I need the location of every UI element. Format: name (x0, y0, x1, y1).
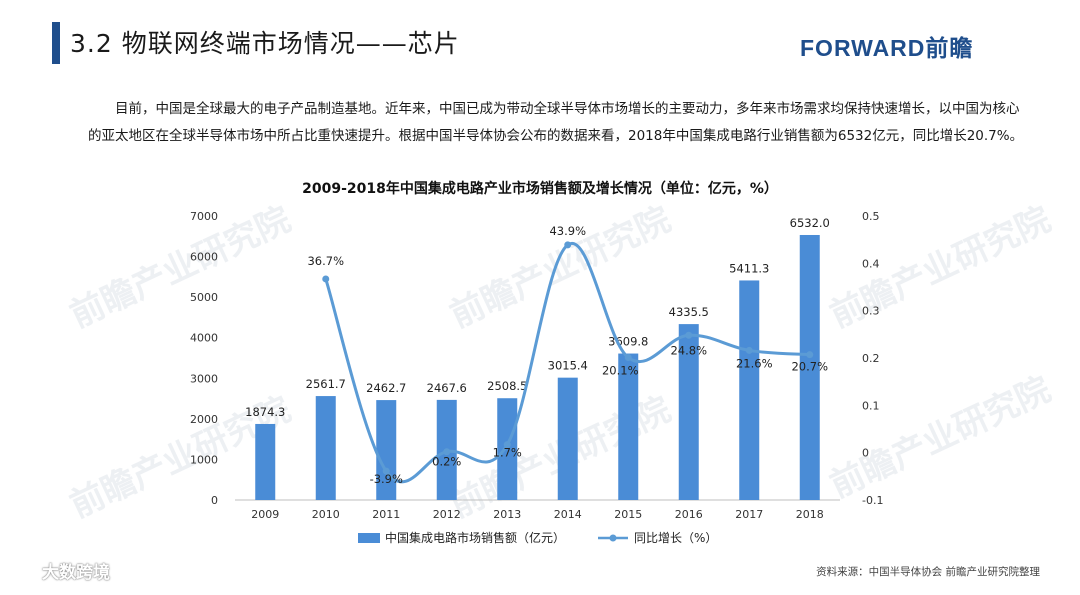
bar (799, 234, 820, 500)
x-axis-tick-label: 2013 (493, 508, 521, 521)
x-axis-tick-label: 2015 (614, 508, 642, 521)
x-axis-tick-label: 2016 (675, 508, 703, 521)
bar (618, 353, 639, 500)
corner-watermark: 大数跨境 (14, 558, 110, 583)
x-axis-tick-label: 2017 (735, 508, 763, 521)
intro-paragraph: 目前，中国是全球最大的电子产品制造基地。近年来，中国已成为带动全球半导体市场增长… (88, 101, 1024, 144)
growth-value-label: 20.1% (602, 364, 639, 378)
x-axis-tick-label: 2009 (251, 508, 279, 521)
x-axis-tick-label: 2018 (796, 508, 824, 521)
line-series (322, 241, 814, 484)
title-accent-bar (52, 22, 60, 64)
bar (739, 280, 760, 500)
growth-value-label: 43.9% (549, 224, 586, 238)
bar (497, 398, 518, 500)
growth-point (745, 346, 753, 354)
bar-value-label: 3015.4 (548, 359, 588, 373)
x-axis-tick-label: 2011 (372, 508, 400, 521)
growth-point (503, 441, 511, 449)
left-axis-tick-label: 5000 (190, 291, 218, 304)
left-axis-tick-label: 3000 (190, 372, 218, 385)
bar-value-label: 6532.0 (790, 216, 830, 230)
growth-value-label: 24.8% (670, 343, 707, 357)
chart-legend: 中国集成电路市场销售额（亿元） 同比增长（%） (358, 530, 717, 545)
growth-point (382, 467, 390, 475)
x-axis-tick-label: 2010 (312, 508, 340, 521)
right-axis-tick-label: 0.2 (862, 352, 880, 365)
watermark-text: 大数跨境 (42, 563, 110, 583)
growth-value-label: 20.7% (791, 360, 828, 374)
x-axis-tick-label: 2014 (554, 508, 582, 521)
bar-value-label: 4335.5 (669, 305, 709, 319)
brand-logo-text: FORWARD前瞻 (800, 35, 974, 61)
left-axis-tick-label: 0 (211, 494, 218, 507)
bar-value-label: 2508.5 (487, 379, 527, 393)
source-note: 资料来源：中国半导体协会 前瞻产业研究院整理 (816, 566, 1040, 578)
right-axis-tick-label: 0.3 (862, 305, 880, 318)
legend-line-label: 同比增长（%） (634, 531, 717, 545)
line-value-labels: 36.7% -3.9% 0.2% 1.7% 43.9% 20.1% 24.8% 21.6% 20… (307, 224, 828, 486)
bar-value-label: 2561.7 (306, 377, 346, 391)
watermark-icon (15, 563, 37, 578)
right-axis-tick-label: 0.5 (862, 210, 880, 223)
left-axis-ticks: 0 1000 2000 3000 4000 5000 6000 7000 (190, 210, 218, 507)
growth-point (624, 354, 632, 362)
bar-value-label: 1874.3 (245, 405, 285, 419)
growth-value-label: 21.6% (736, 356, 773, 370)
growth-point (322, 275, 330, 283)
bar (557, 377, 578, 500)
growth-point (806, 351, 814, 359)
right-axis-ticks: -0.1 0 0.1 0.2 0.3 0.4 0.5 (862, 210, 883, 507)
right-axis-tick-label: -0.1 (862, 494, 883, 507)
brand-logo: FORWARD前瞻 (800, 30, 973, 62)
left-axis-tick-label: 6000 (190, 251, 218, 264)
left-axis-tick-label: 4000 (190, 332, 218, 345)
growth-value-label: 36.7% (307, 254, 344, 268)
right-axis-tick-label: 0 (862, 447, 869, 460)
legend-line-marker (609, 534, 617, 542)
x-axis-tick-label: 2012 (433, 508, 461, 521)
growth-value-label: 1.7% (493, 446, 522, 460)
bar (315, 396, 336, 500)
chart-title: 2009-2018年中国集成电路产业市场销售额及增长情况（单位：亿元，%） (302, 181, 778, 197)
bar-value-label: 2462.7 (366, 381, 406, 395)
left-axis-tick-label: 1000 (190, 453, 218, 466)
bar (678, 324, 699, 500)
x-axis-ticks: 2009 2010 2011 2012 2013 2014 2015 2016 2017 2018 (251, 508, 824, 521)
growth-value-label: 0.2% (432, 455, 461, 469)
right-axis-tick-label: 0.1 (862, 399, 880, 412)
growth-point (685, 331, 693, 339)
left-axis-tick-label: 7000 (190, 210, 218, 223)
growth-value-label: -3.9% (370, 472, 403, 486)
legend-bar-swatch (358, 533, 380, 543)
bar (255, 423, 276, 500)
bar-value-label: 5411.3 (729, 261, 769, 275)
right-axis-tick-label: 0.4 (862, 257, 880, 270)
left-axis-tick-label: 2000 (190, 413, 218, 426)
growth-point (564, 241, 572, 249)
legend-bar-label: 中国集成电路市场销售额（亿元） (385, 530, 565, 545)
page-title: 3.2 物联网终端市场情况——芯片 (70, 29, 460, 58)
bar-value-label: 2467.6 (427, 381, 467, 395)
growth-point (443, 448, 451, 456)
